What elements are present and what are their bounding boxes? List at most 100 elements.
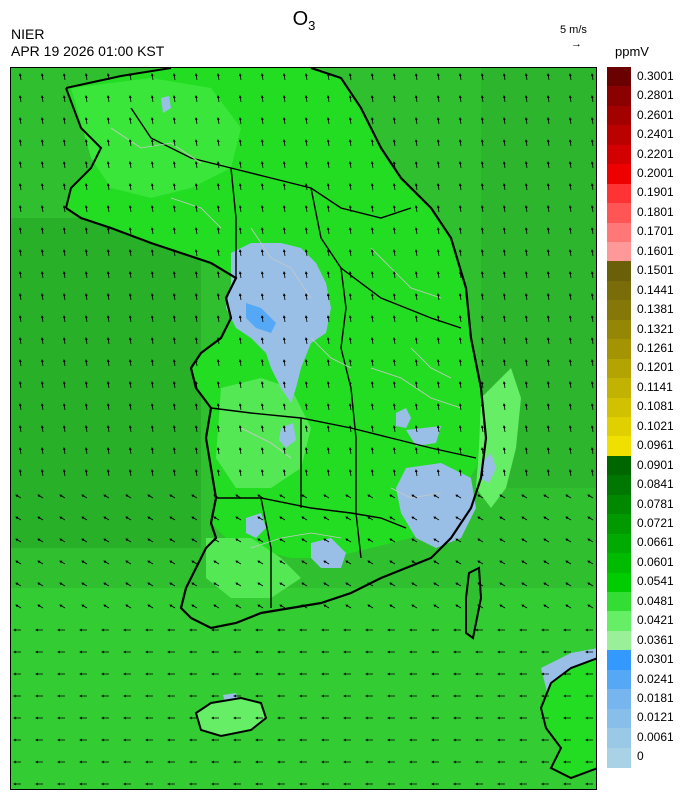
wind-arrow — [433, 494, 440, 499]
wind-arrow — [101, 716, 109, 720]
wind-arrow — [502, 469, 506, 477]
wind-arrow — [172, 205, 176, 213]
wind-arrow — [150, 73, 154, 81]
wind-arrow — [543, 516, 550, 521]
wind-arrow — [585, 628, 593, 632]
wind-arrow — [145, 694, 153, 698]
wind-arrow — [106, 315, 110, 323]
wind-arrow — [433, 582, 440, 587]
ozone-map — [10, 67, 597, 790]
wind-arrow — [282, 73, 286, 81]
wind-arrow — [18, 403, 22, 411]
sea-west — [11, 218, 201, 548]
wind-arrow — [59, 494, 66, 499]
wind-arrow — [590, 403, 594, 411]
legend-swatch — [607, 300, 631, 321]
wind-arrow — [255, 672, 263, 676]
wind-arrow — [40, 95, 44, 103]
wind-arrow — [587, 604, 594, 609]
wind-arrow — [563, 782, 571, 786]
wind-arrow — [257, 516, 264, 521]
wind-arrow — [172, 117, 176, 125]
wind-arrow — [260, 183, 264, 191]
wind-arrow — [277, 782, 285, 786]
legend-label: 0.0241 — [637, 671, 674, 686]
wind-arrow — [257, 560, 264, 565]
wind-arrow — [216, 161, 220, 169]
wind-arrow — [411, 604, 418, 609]
wind-arrow — [238, 315, 242, 323]
wind-arrow — [150, 337, 154, 345]
wind-arrow — [568, 403, 572, 411]
wind-arrow — [521, 560, 528, 565]
wind-arrow — [546, 139, 550, 147]
wind-arrow — [79, 650, 87, 654]
wind-arrow — [128, 359, 132, 367]
wind-arrow — [145, 650, 153, 654]
wind-arrow — [431, 716, 439, 720]
wind-arrow — [370, 293, 374, 301]
wind-arrow — [392, 73, 396, 81]
wind-arrow — [81, 604, 88, 609]
wind-arrow — [59, 538, 66, 543]
wind-arrow — [480, 293, 484, 301]
wind-arrow — [321, 628, 329, 632]
wind-arrow — [524, 227, 528, 235]
wind-arrow — [458, 249, 462, 257]
wind-arrow — [304, 293, 308, 301]
legend-swatch — [607, 611, 631, 632]
wind-arrow — [477, 494, 484, 499]
wind-arrow — [84, 183, 88, 191]
wind-arrow — [194, 425, 198, 433]
legend-swatch — [607, 728, 631, 749]
wind-arrow — [524, 183, 528, 191]
wind-arrow — [37, 516, 44, 521]
wind-arrow — [304, 249, 308, 257]
wind-arrow — [106, 205, 110, 213]
wind-arrow — [565, 604, 572, 609]
wind-arrow — [106, 447, 110, 455]
wind-arrow — [587, 582, 594, 587]
wind-arrow — [213, 560, 220, 565]
legend-swatch — [607, 183, 631, 204]
wind-arrow — [387, 782, 395, 786]
legend-label: 0 — [637, 749, 644, 764]
wind-arrow — [57, 672, 65, 676]
wind-arrow — [326, 139, 330, 147]
wind-arrow — [172, 227, 176, 235]
wind-arrow — [436, 315, 440, 323]
wind-arrow — [436, 139, 440, 147]
legend-swatch — [607, 669, 631, 690]
wind-arrow — [238, 293, 242, 301]
wind-arrow — [502, 271, 506, 279]
wind-arrow — [519, 694, 527, 698]
wind-arrow — [519, 628, 527, 632]
wind-arrow — [348, 293, 352, 301]
wind-arrow — [81, 494, 88, 499]
wind-arrow — [502, 139, 506, 147]
wind-arrow — [299, 738, 307, 742]
low-ozone-yeosu — [311, 538, 346, 568]
wind-arrow — [458, 73, 462, 81]
wind-arrow — [326, 337, 330, 345]
wind-arrow — [392, 403, 396, 411]
wind-arrow — [524, 293, 528, 301]
wind-arrow — [233, 650, 241, 654]
wind-arrow — [431, 738, 439, 742]
wind-arrow — [260, 161, 264, 169]
wind-arrow — [568, 337, 572, 345]
wind-arrow — [519, 716, 527, 720]
wind-arrow — [13, 782, 21, 786]
wind-arrow — [128, 469, 132, 477]
wind-arrow — [590, 271, 594, 279]
wind-arrow — [348, 359, 352, 367]
wind-arrow — [455, 494, 462, 499]
wind-arrow — [414, 227, 418, 235]
wind-arrow — [191, 582, 198, 587]
wind-arrow — [81, 560, 88, 565]
wind-arrow — [546, 271, 550, 279]
wind-arrow — [233, 716, 241, 720]
wind-arrow — [101, 738, 109, 742]
wind-arrow — [326, 315, 330, 323]
legend-swatch — [607, 708, 631, 729]
